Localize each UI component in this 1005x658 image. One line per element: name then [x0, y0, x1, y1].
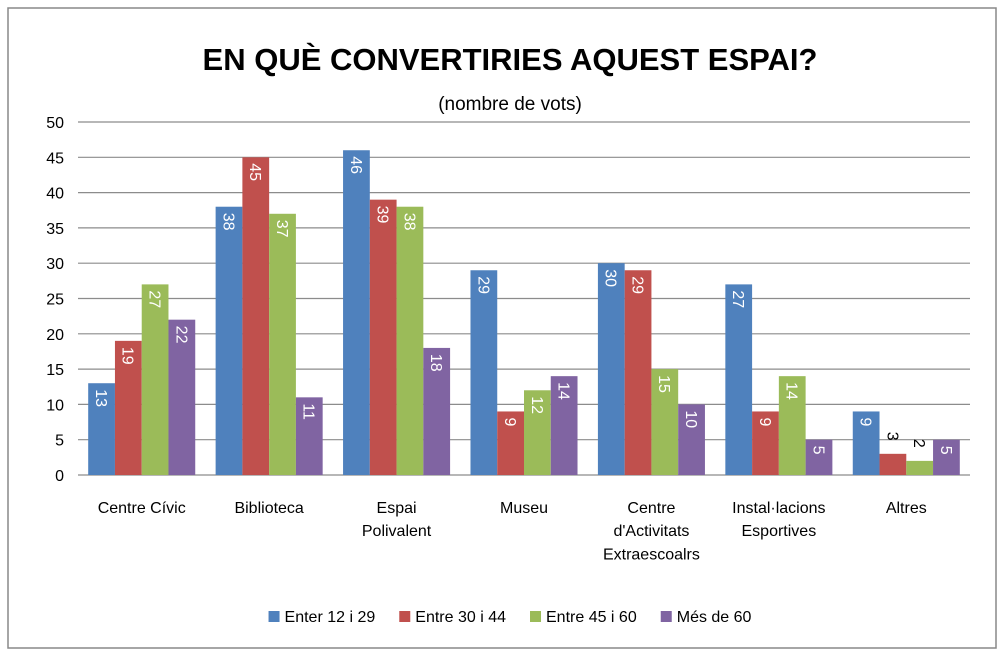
- legend-swatch: [530, 611, 542, 622]
- data-label: 29: [628, 276, 645, 294]
- data-label: 9: [501, 417, 518, 426]
- data-label: 14: [555, 382, 572, 400]
- bar: [168, 319, 196, 475]
- bar: [215, 206, 243, 475]
- x-tick-label: Biblioteca: [234, 500, 303, 517]
- bar: [497, 411, 524, 475]
- data-label: 19: [119, 347, 136, 365]
- data-label: 9: [857, 417, 874, 426]
- y-tick-label: 35: [46, 221, 64, 238]
- data-label: 18: [427, 354, 444, 372]
- bar: [524, 390, 551, 475]
- data-label: 46: [347, 156, 364, 174]
- bar: [678, 404, 705, 475]
- legend-label: Entre 30 i 44: [415, 609, 506, 626]
- bar: [114, 340, 142, 475]
- data-label: 5: [937, 446, 954, 455]
- bar: [396, 206, 424, 475]
- data-label: 3: [883, 432, 900, 441]
- data-label: 30: [602, 269, 619, 287]
- chart-title: EN QUÈ CONVERTIRIES AQUEST ESPAI?: [203, 42, 818, 77]
- y-tick-label: 50: [46, 115, 64, 132]
- bar: [805, 439, 833, 475]
- bar: [624, 270, 652, 475]
- data-label: 2: [910, 439, 927, 448]
- legend-label: Enter 12 i 29: [285, 609, 376, 626]
- legend-swatch: [660, 611, 672, 622]
- data-label: 9: [756, 417, 773, 426]
- y-tick-label: 40: [46, 186, 64, 203]
- legend-label: Més de 60: [677, 609, 752, 626]
- data-label: 13: [92, 389, 109, 407]
- data-label: 14: [783, 382, 800, 400]
- y-tick-label: 15: [46, 362, 64, 379]
- chart-subtitle: (nombre de vots): [438, 94, 582, 115]
- bar: [470, 270, 498, 475]
- data-label: 37: [273, 220, 290, 238]
- bar: [933, 439, 960, 475]
- bar: [597, 263, 625, 475]
- y-tick-label: 25: [46, 292, 64, 309]
- bar: [369, 199, 397, 475]
- data-label: 45: [246, 163, 263, 181]
- bar: [343, 150, 370, 476]
- bar: [295, 397, 323, 475]
- bar: [550, 376, 578, 475]
- bar: [778, 376, 806, 475]
- y-tick-label: 30: [46, 256, 64, 273]
- data-label: 12: [528, 396, 545, 414]
- x-tick-label: Centre Cívic: [98, 500, 186, 517]
- data-label: 29: [474, 276, 491, 294]
- bar: [906, 460, 934, 475]
- data-label: 5: [809, 446, 826, 455]
- bar: [269, 213, 296, 475]
- x-tick-label: Altres: [886, 500, 927, 517]
- x-tick-label: Museu: [500, 500, 548, 517]
- data-label: 10: [682, 410, 699, 428]
- data-label: 27: [729, 290, 746, 308]
- bar: [752, 411, 779, 475]
- y-tick-label: 5: [55, 433, 64, 450]
- bar: [725, 284, 753, 475]
- legend-swatch: [399, 611, 411, 622]
- legend-label: Entre 45 i 60: [546, 609, 637, 626]
- bar: [651, 369, 679, 475]
- bar: [242, 157, 270, 476]
- bar: [423, 347, 451, 475]
- y-tick-label: 20: [46, 327, 64, 344]
- data-label: 38: [219, 213, 236, 231]
- data-label: 38: [400, 213, 417, 231]
- bar: [141, 284, 169, 475]
- data-label: 39: [374, 206, 391, 224]
- bar: [88, 383, 115, 475]
- y-tick-label: 10: [46, 397, 64, 414]
- bar: [879, 453, 907, 475]
- data-label: 11: [300, 403, 317, 420]
- data-label: 22: [172, 326, 189, 344]
- x-tick-label: Centre d'Activitats Extraescoalrs: [603, 500, 700, 563]
- data-label: 15: [655, 375, 672, 393]
- legend-swatch: [268, 611, 280, 622]
- x-tick-label: Espai Polivalent: [362, 500, 432, 540]
- data-label: 27: [145, 290, 162, 308]
- bar: [852, 411, 880, 475]
- y-tick-label: 45: [46, 150, 64, 167]
- x-tick-label: Instal·lacions Esportives: [732, 500, 825, 540]
- y-tick-label: 0: [55, 468, 64, 485]
